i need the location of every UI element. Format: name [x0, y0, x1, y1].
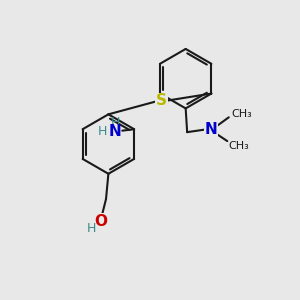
Text: S: S [156, 94, 167, 109]
Text: H: H [111, 116, 120, 129]
Text: CH₃: CH₃ [232, 109, 253, 119]
Text: O: O [94, 214, 107, 229]
Text: H: H [98, 125, 107, 138]
Text: N: N [108, 124, 121, 139]
Text: N: N [205, 122, 217, 137]
Text: H: H [86, 222, 96, 235]
Text: CH₃: CH₃ [229, 140, 250, 151]
